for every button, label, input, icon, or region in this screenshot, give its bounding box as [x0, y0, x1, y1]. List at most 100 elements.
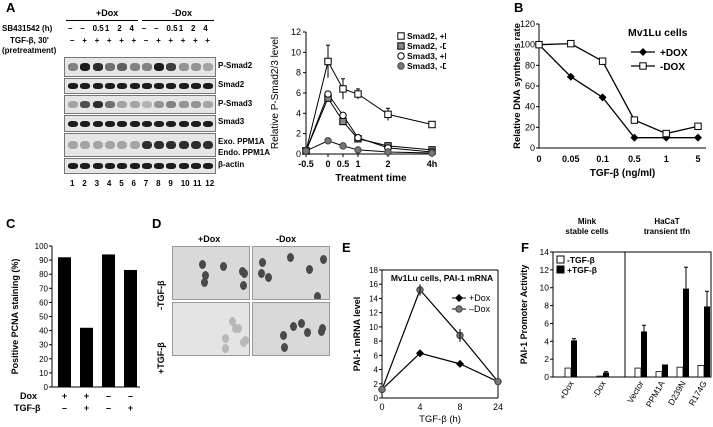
group-title: stable cells — [565, 227, 609, 236]
data-point — [630, 133, 639, 142]
blot-band — [203, 163, 214, 169]
blot-band — [117, 120, 128, 127]
x-tick-label: 24 — [493, 402, 503, 412]
bar — [80, 327, 93, 387]
blot-band — [141, 120, 152, 127]
dox-value: – — [128, 391, 133, 401]
tgf-value: + — [205, 36, 210, 45]
cell-nucleus — [229, 317, 237, 327]
sb-value: – — [154, 24, 159, 33]
legend-marker — [397, 32, 405, 40]
y-axis-title: PAI-1 Promoter Activity — [519, 265, 529, 365]
micrograph — [172, 302, 250, 356]
y-tick-label: 50 — [39, 313, 48, 322]
lane-number: 1 — [70, 179, 75, 188]
blot-band — [92, 83, 103, 89]
blot-band — [68, 120, 78, 127]
blot-band — [203, 140, 214, 150]
blot-band — [154, 101, 165, 108]
panel-d: D +Dox -Dox -TGF-β +TGF-β — [150, 212, 335, 427]
panel-a-label: A — [6, 0, 16, 15]
legend-swatch — [556, 255, 565, 264]
bar-minus-tgf — [564, 367, 572, 378]
panel-c: C 0 10 20 30 40 50 60 70 80 90 100 Positive PCNA st… — [0, 212, 145, 427]
legend-marker — [639, 48, 647, 56]
cell-nucleus — [222, 333, 230, 343]
sb-value: 2 — [191, 24, 196, 33]
x-tick-label: 0 — [379, 402, 384, 412]
cell-nucleus — [264, 272, 272, 282]
data-point — [694, 122, 702, 130]
dox-value: + — [62, 391, 67, 401]
legend-label: Smad2, +Dox — [407, 31, 446, 41]
x-tick-label: 5 — [695, 154, 700, 164]
blot-band — [80, 63, 91, 71]
panel-d-label: D — [152, 216, 162, 231]
data-point — [354, 146, 362, 154]
blot-band — [129, 83, 140, 89]
blot-band — [154, 120, 165, 127]
legend-marker — [397, 62, 405, 70]
data-point — [662, 129, 670, 138]
x-tick-label: Vector — [625, 379, 646, 405]
blot-band — [104, 163, 115, 169]
y-tick-label: 6 — [374, 351, 379, 360]
lane-number: 6 — [131, 179, 136, 188]
panel-e: E 0 2 4 6 8 10 12 14 16 18 0 4 8 24 TGF-β (h) PAI-1 mRN… — [338, 212, 518, 427]
bar-plus-tgf — [662, 364, 668, 377]
blot-label: Exo. PPM1A — [218, 137, 265, 146]
dox-plus-bracket — [66, 20, 138, 21]
legend-marker — [455, 305, 463, 313]
cell-nucleus — [198, 260, 206, 270]
y-tick-label: 2 — [544, 354, 549, 364]
y-tick-label: 60 — [525, 81, 535, 91]
bar-minus-tgf — [655, 371, 663, 378]
blot-band — [191, 83, 201, 89]
y-tick-label: 6 — [544, 318, 549, 328]
tgf-value: + — [84, 403, 89, 413]
cell-nucleus — [320, 254, 328, 264]
legend-label: +Dox — [469, 293, 491, 303]
x-tick-label: 0 — [536, 154, 541, 164]
blot-label: P-Smad3 — [218, 99, 253, 108]
dox-minus-header: -Dox — [172, 8, 192, 18]
group-title: HaCaT — [654, 217, 679, 226]
chart-b-line: 0 20 40 60 80 100 120 0 0.05 0.1 0.5 1 5 TGF-β (ng/ml… — [512, 19, 706, 179]
lane-number: 7 — [143, 179, 149, 188]
y-tick-label: 4 — [374, 366, 379, 375]
bar-plus-tgf — [683, 288, 689, 377]
bar-minus-tgf — [697, 364, 705, 378]
sb-value: 4 — [203, 24, 208, 33]
series-line — [538, 42, 699, 135]
data-point — [354, 90, 362, 98]
blot-band — [203, 63, 214, 71]
blot-band — [191, 101, 201, 108]
cell-nucleus — [298, 318, 306, 328]
data-point — [416, 349, 424, 358]
y-tick-label: 14 — [369, 294, 378, 303]
group-title: transient tfn — [644, 227, 690, 236]
blot-band — [68, 163, 78, 169]
lane-number: 10 — [180, 179, 190, 188]
lane-number: 5 — [119, 179, 124, 188]
cell-nucleus — [319, 323, 327, 333]
y-axis-title: Positive PCNA staining (%) — [10, 259, 20, 375]
blot-strip — [64, 133, 216, 157]
bar-minus-tgf — [676, 366, 684, 378]
legend-marker — [455, 294, 463, 302]
blot-band — [178, 163, 189, 169]
blot-band — [154, 83, 165, 89]
cell-nucleus — [279, 330, 287, 340]
chart-f-bar: 0 2 4 6 8 10 12 14 PAI-1 Promoter Activity Minkst… — [519, 217, 712, 409]
sb-value: 1 — [178, 24, 184, 33]
y-tick-label: 8 — [296, 68, 301, 78]
bar-plus-tgf — [641, 331, 647, 377]
blot-band — [166, 101, 177, 108]
tgf-value: + — [131, 36, 137, 45]
y-tick-label: 2 — [374, 380, 379, 389]
x-tick-label: 8 — [457, 402, 462, 412]
y-tick-label: 0 — [44, 383, 49, 392]
blot-band — [154, 63, 165, 71]
legend-marker — [397, 42, 405, 50]
x-tick-label: 4h — [427, 159, 438, 169]
